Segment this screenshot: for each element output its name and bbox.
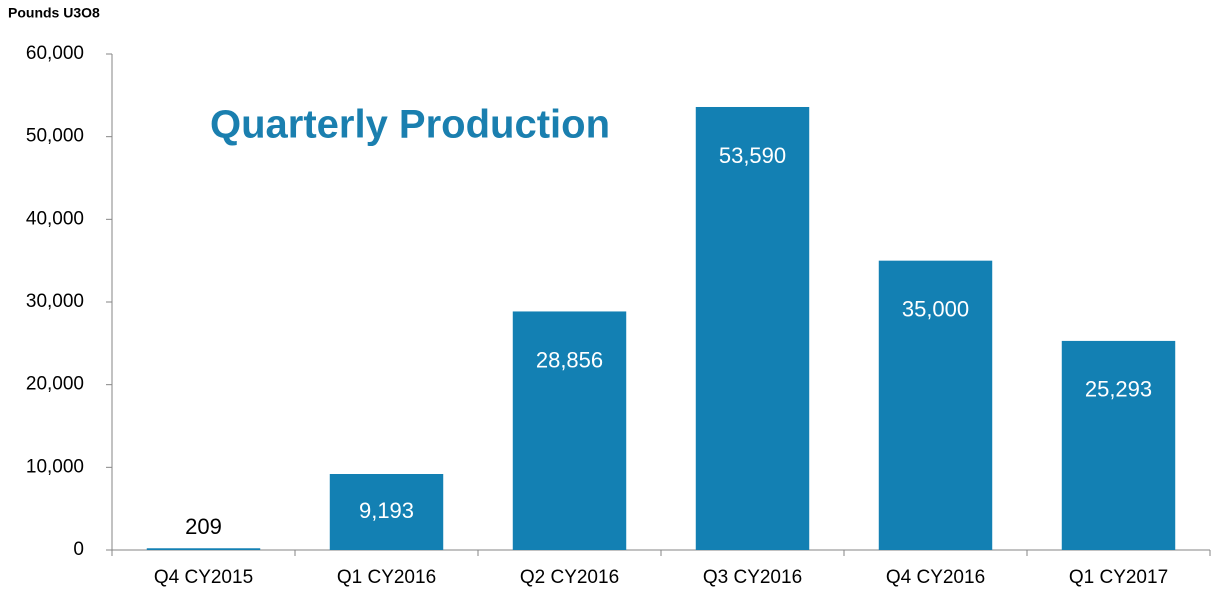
y-tick-label: 60,000 xyxy=(26,43,84,64)
bar xyxy=(1061,340,1176,550)
data-label: 209 xyxy=(185,514,222,539)
data-label: 9,193 xyxy=(359,498,414,523)
y-tick-label: 50,000 xyxy=(26,126,84,147)
y-tick-label: 10,000 xyxy=(26,456,84,477)
y-tick-label: 40,000 xyxy=(26,208,84,229)
x-tick-label: Q4 CY2015 xyxy=(154,567,253,588)
bar xyxy=(146,548,261,550)
bar xyxy=(512,311,627,550)
y-axis-label: Pounds U3O8 xyxy=(8,5,100,21)
data-label: 35,000 xyxy=(902,296,969,321)
x-tick-label: Q4 CY2016 xyxy=(886,567,985,588)
bar xyxy=(695,106,810,551)
x-tick-label: Q1 CY2016 xyxy=(337,567,436,588)
x-tick-label: Q3 CY2016 xyxy=(703,567,802,588)
bar xyxy=(329,474,444,550)
y-tick-label: 0 xyxy=(73,539,84,560)
x-tick-label: Q2 CY2016 xyxy=(520,567,619,588)
data-label: 28,856 xyxy=(536,347,603,372)
data-label: 25,293 xyxy=(1085,377,1152,402)
bar xyxy=(878,260,993,550)
y-tick-label: 20,000 xyxy=(26,374,84,395)
data-label: 53,590 xyxy=(719,143,786,168)
chart-title: Quarterly Production xyxy=(210,103,610,147)
x-tick-label: Q1 CY2017 xyxy=(1069,567,1168,588)
y-tick-label: 30,000 xyxy=(26,291,84,312)
